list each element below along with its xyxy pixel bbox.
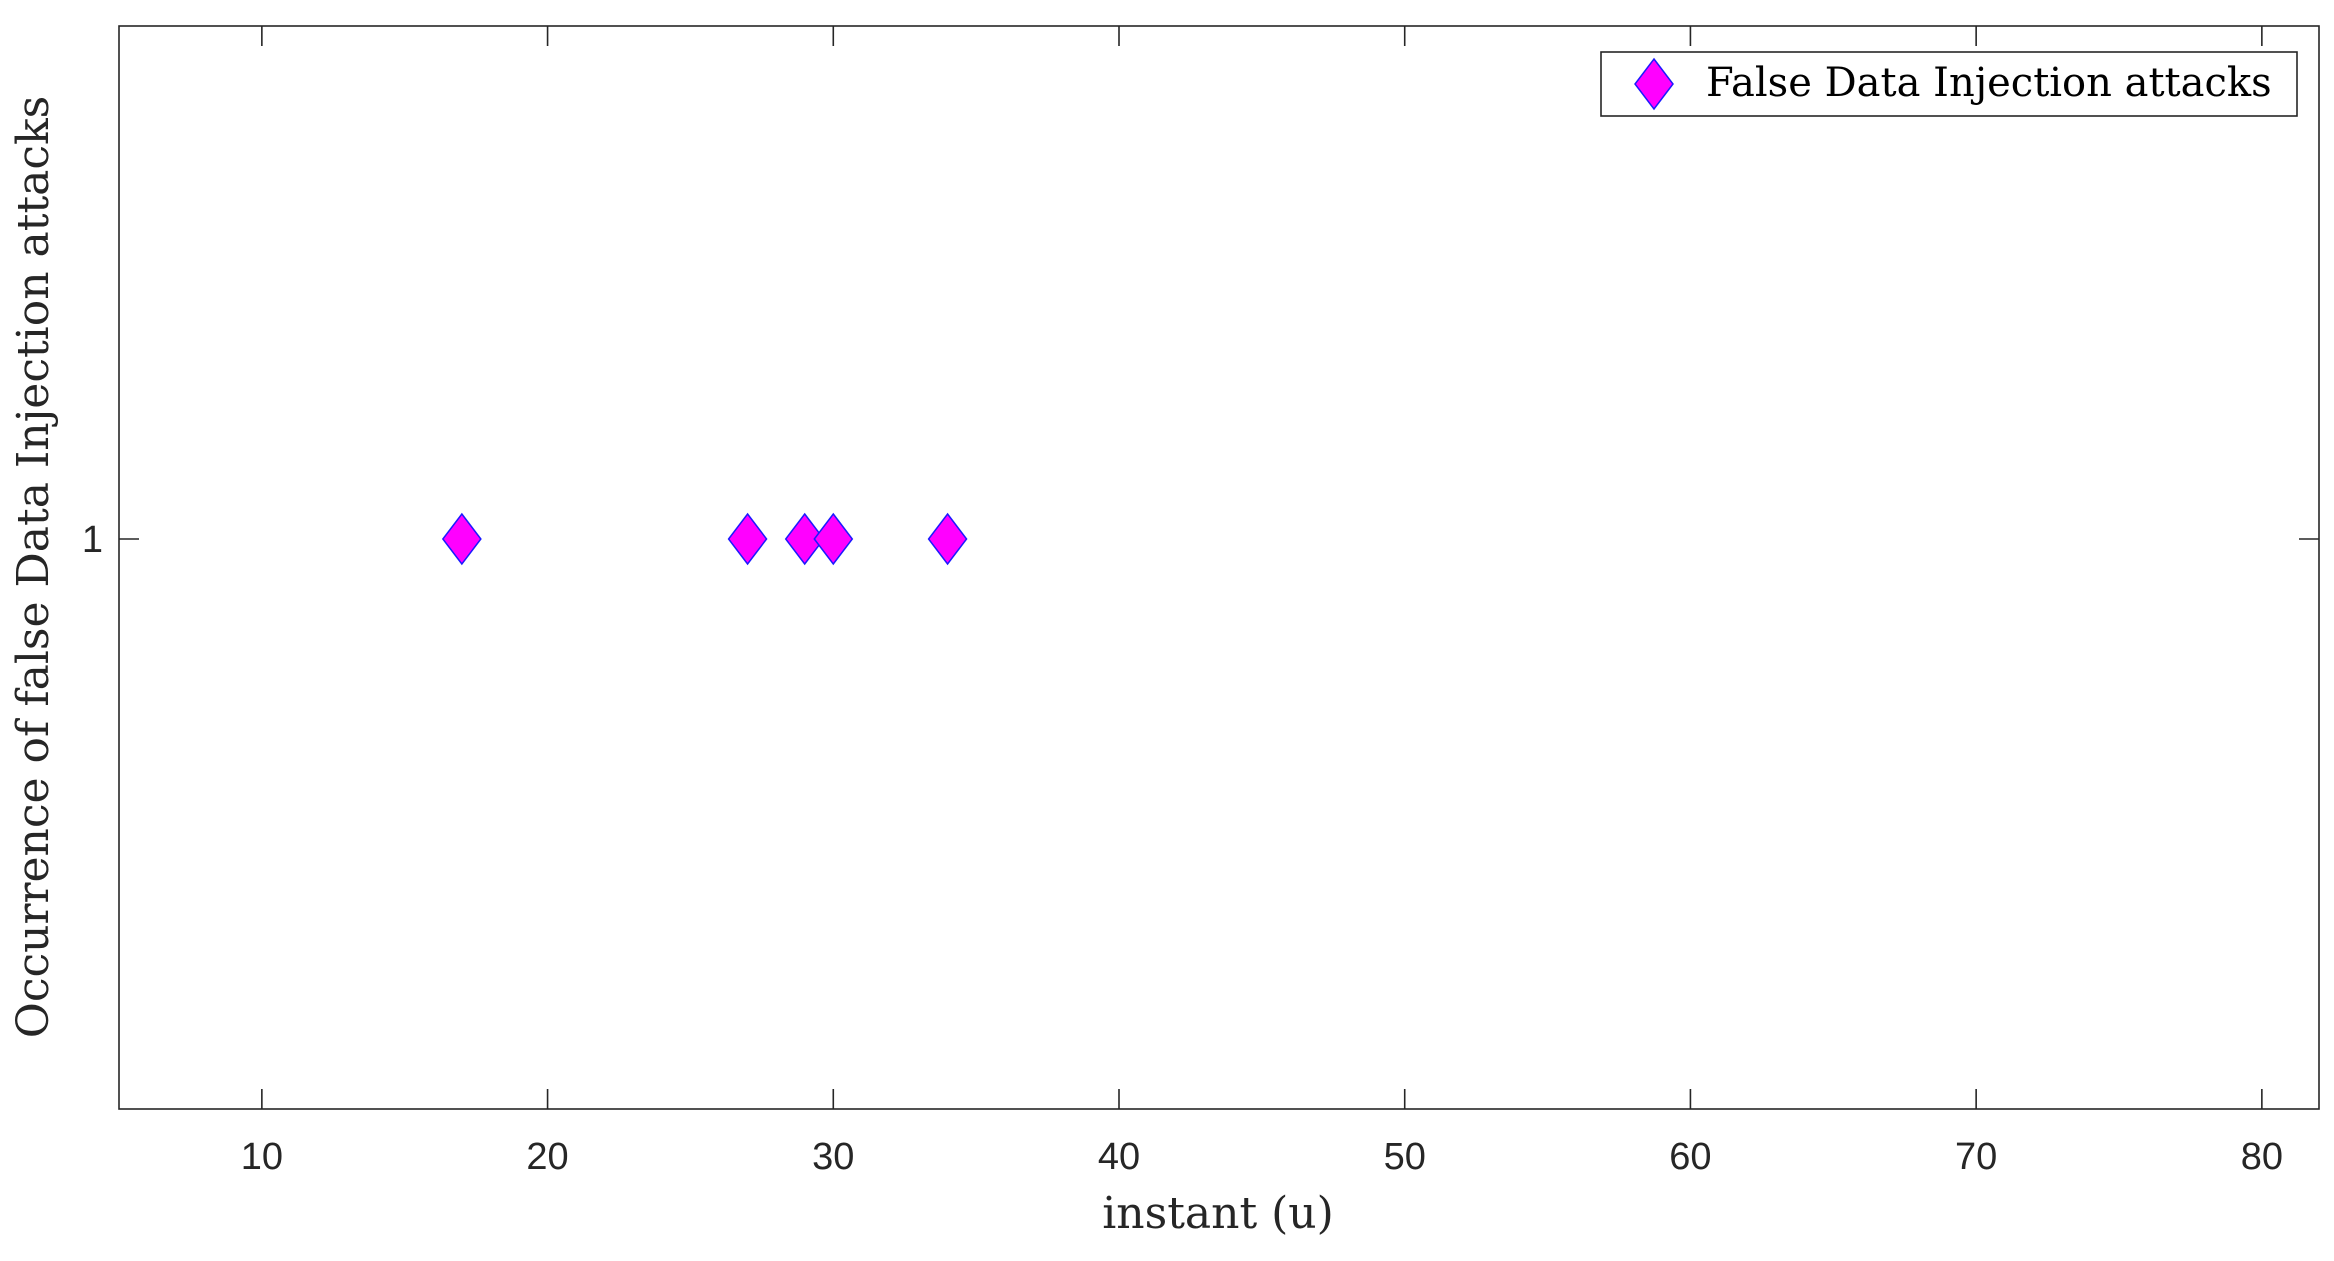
- plot-area-frame: [118, 25, 2320, 1110]
- data-points: [441, 512, 968, 566]
- x-tick-label: 50: [1384, 1136, 1426, 1178]
- y-axis: 1: [82, 519, 2319, 561]
- x-tick-label: 80: [2241, 1136, 2283, 1178]
- data-point-diamond: [727, 512, 768, 566]
- data-point-diamond: [441, 512, 482, 566]
- x-tick-label: 40: [1098, 1136, 1140, 1178]
- x-tick-label: 70: [1955, 1136, 1997, 1178]
- legend: False Data Injection attacks: [1600, 51, 2298, 117]
- x-tick-label: 20: [526, 1136, 568, 1178]
- y-axis-title: Occurrence of false Data Injection attac…: [8, 96, 59, 1039]
- data-point-diamond: [784, 512, 825, 566]
- data-point-diamond: [927, 512, 968, 566]
- x-tick-label: 30: [812, 1136, 854, 1178]
- data-point-diamond: [813, 512, 854, 566]
- y-tick-label: 1: [82, 519, 103, 561]
- x-axis: 10 20 30 40 50 60 70 80: [241, 26, 2283, 1178]
- x-tick-label: 10: [241, 1136, 283, 1178]
- x-tick-label: 60: [1669, 1136, 1711, 1178]
- legend-marker-diamond-icon: [1634, 57, 1674, 111]
- legend-box: [1600, 51, 2298, 117]
- x-axis-title: instant (u): [1102, 1188, 1334, 1239]
- legend-entry-label: False Data Injection attacks: [1706, 60, 2272, 106]
